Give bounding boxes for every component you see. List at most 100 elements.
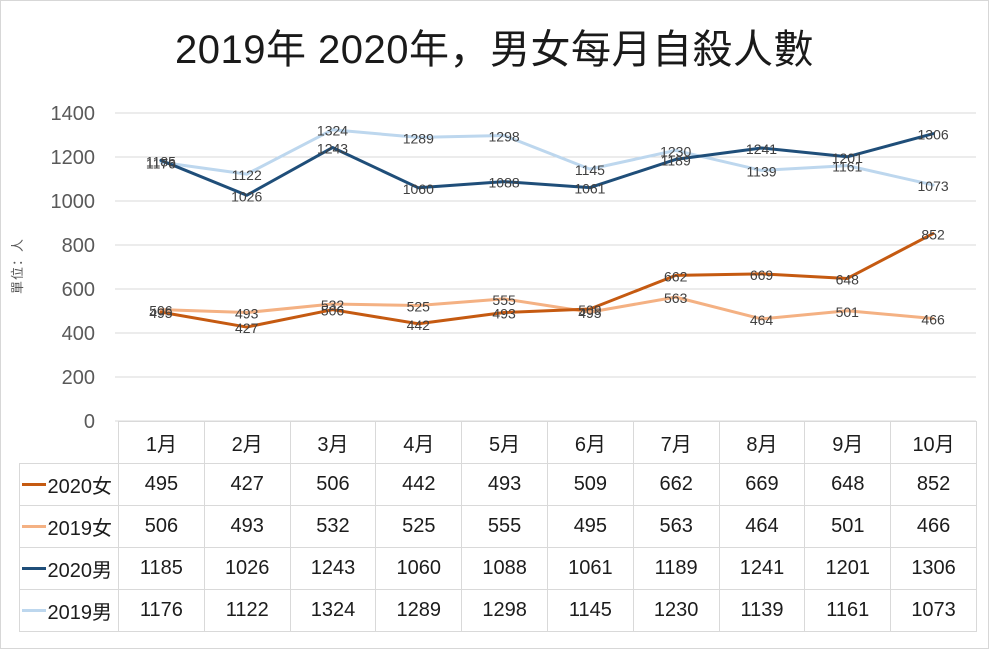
data-label: 506 (149, 303, 173, 319)
value-cell: 1324 (289, 589, 377, 632)
data-label: 466 (921, 311, 945, 327)
data-label: 648 (836, 271, 860, 287)
data-label: 495 (578, 305, 602, 321)
value-cell: 506 (118, 505, 205, 548)
series-header: 2019女 (22, 512, 112, 541)
data-label: 442 (407, 317, 431, 333)
data-label: 555 (492, 292, 516, 308)
value-cell: 1230 (632, 589, 720, 632)
value-cell: 1185 (118, 547, 205, 590)
value-cell: 1189 (632, 547, 720, 590)
month-header-cell: 4月 (375, 421, 463, 464)
series-header: 2019男 (22, 596, 112, 625)
table-header-row: 1月 2月 3月 4月 5月 6月 7月 8月 9月 10月 (20, 421, 977, 464)
y-tick-label: 1200 (51, 147, 96, 169)
data-label: 1139 (746, 163, 776, 179)
value-cell: 1176 (118, 589, 205, 632)
table-row: 2020女 495 427 506 442 493 509 662 669 648 852 (19, 463, 977, 506)
y-tick-label: 1000 (51, 191, 96, 213)
value-cell: 1061 (546, 547, 634, 590)
value-cell: 1243 (289, 547, 377, 590)
data-label: 1088 (489, 175, 520, 191)
data-label: 1230 (660, 143, 691, 159)
data-label: 852 (921, 227, 945, 243)
data-label: 1073 (918, 178, 949, 194)
value-cell: 506 (289, 463, 377, 506)
series-header: 2020女 (22, 470, 112, 499)
data-label: 501 (836, 304, 860, 320)
value-cell: 495 (546, 505, 634, 548)
data-label: 1241 (746, 141, 777, 157)
table-row: 2019男 1176 1122 1324 1289 1298 1145 1230 1139 116… (19, 589, 977, 632)
value-cell: 442 (375, 463, 463, 506)
value-cell: 501 (804, 505, 892, 548)
chart-title: 2019年 2020年，男女每月自殺人數 (174, 28, 815, 72)
value-cell: 1122 (203, 589, 291, 632)
data-label: 1189 (661, 152, 691, 168)
data-label: 464 (750, 312, 774, 328)
data-label: 1161 (832, 159, 862, 175)
value-cell: 669 (718, 463, 806, 506)
series-line-2020女 (159, 232, 935, 329)
series-header-cell: 2020女 (19, 463, 119, 506)
value-cell: 466 (890, 505, 977, 548)
data-label: 495 (149, 305, 173, 321)
value-cell: 1289 (375, 589, 463, 632)
month-header-cell: 5月 (461, 421, 548, 464)
y-tick-label: 200 (62, 367, 95, 389)
data-label: 662 (664, 268, 688, 284)
value-cell: 1145 (546, 589, 634, 632)
series-header-cell: 2019男 (19, 589, 119, 632)
value-cell: 852 (890, 463, 977, 506)
series-line-2019女 (159, 295, 935, 321)
data-label: 563 (664, 290, 688, 306)
data-label: 669 (750, 267, 774, 283)
value-cell: 427 (203, 463, 291, 506)
month-header-cell: 9月 (804, 421, 892, 464)
y-tick-label: 400 (62, 323, 95, 345)
value-cell: 662 (632, 463, 720, 506)
data-label: 509 (578, 302, 602, 318)
table-row: 2020男 1185 1026 1243 1060 1088 1061 1189 1241 120… (19, 547, 977, 590)
data-label: 1243 (317, 141, 348, 157)
data-label: 1185 (146, 153, 176, 169)
data-label: 1289 (403, 130, 434, 146)
month-header-cell: 6月 (546, 421, 634, 464)
table-row: 2019女 506 493 532 525 555 495 563 464 501 466 (19, 505, 977, 548)
value-cell: 1298 (461, 589, 548, 632)
legend-key-icon (22, 567, 46, 570)
y-tick-label: 600 (62, 279, 95, 301)
month-header-cell: 2月 (203, 421, 291, 464)
month-header-cell: 8月 (718, 421, 806, 464)
series-name: 2020男 (47, 560, 113, 582)
data-label: 1298 (489, 128, 520, 144)
month-header-cell: 10月 (890, 421, 977, 464)
data-label: 506 (321, 303, 345, 319)
value-cell: 493 (203, 505, 291, 548)
value-cell: 1139 (718, 589, 806, 632)
series-line-2020男 (159, 132, 935, 197)
series-name: 2019男 (47, 602, 113, 624)
legend-key-icon (22, 525, 46, 528)
data-label: 427 (235, 320, 259, 336)
value-cell: 1026 (203, 547, 291, 590)
month-header-cell: 1月 (118, 421, 205, 464)
value-cell: 1201 (804, 547, 892, 590)
data-label: 525 (407, 299, 431, 315)
month-header-cell: 7月 (632, 421, 720, 464)
month-header-cell: 3月 (289, 421, 377, 464)
data-label: 1122 (232, 167, 262, 183)
data-label: 1060 (403, 181, 434, 197)
value-cell: 1161 (804, 589, 892, 632)
value-cell: 464 (718, 505, 806, 548)
value-cell: 1088 (461, 547, 548, 590)
value-cell: 648 (804, 463, 892, 506)
series-name: 2019女 (47, 518, 113, 540)
y-tick-label: 800 (62, 235, 95, 257)
value-cell: 1306 (890, 547, 977, 590)
value-cell: 495 (118, 463, 205, 506)
value-cell: 563 (632, 505, 720, 548)
value-cell: 1241 (718, 547, 806, 590)
